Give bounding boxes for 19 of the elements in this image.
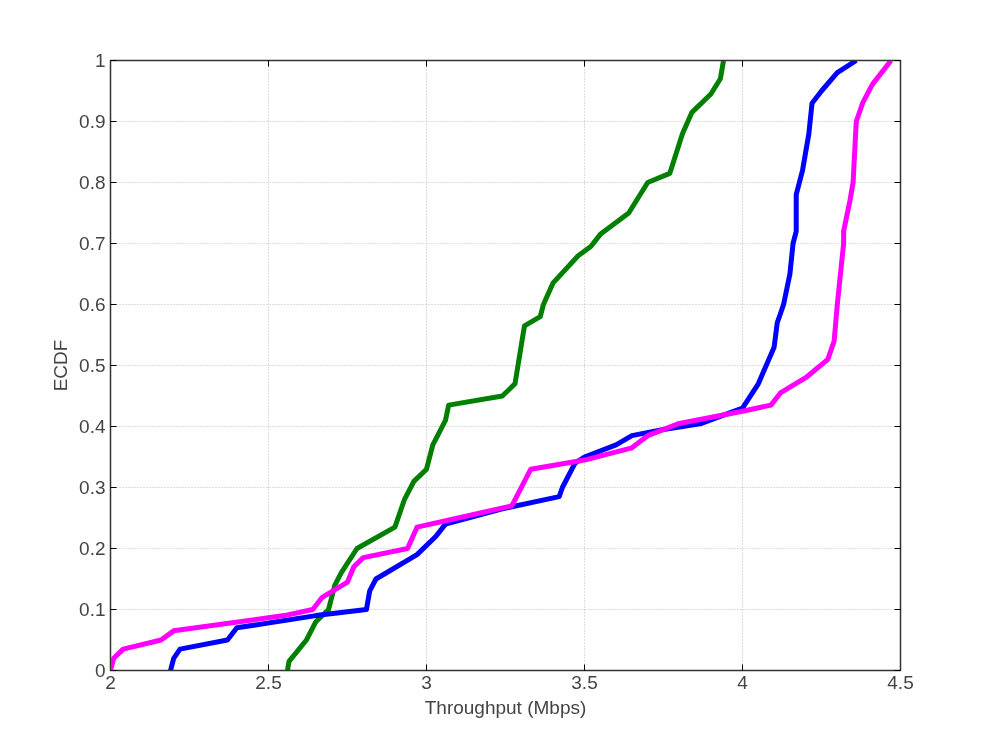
y-tick-label: 0.9 <box>79 111 106 132</box>
y-tick-label: 0.4 <box>79 416 106 437</box>
x-tick-label: 3.5 <box>571 671 598 693</box>
y-tick-label: 0.5 <box>79 355 106 376</box>
x-tick-label: 2.5 <box>255 671 282 693</box>
x-tick-label: 4.5 <box>887 671 914 693</box>
y-tick-label: 0.2 <box>79 538 106 559</box>
x-axis-title: Throughput (Mbps) <box>424 696 587 718</box>
x-tick-label: 3 <box>421 671 432 693</box>
y-tick-label: 0 <box>94 660 106 681</box>
y-tick-label: 0.7 <box>79 233 106 254</box>
x-tick-label: 2 <box>105 671 116 693</box>
x-tick-label: 4 <box>737 671 749 693</box>
y-tick-label: 0.1 <box>79 599 106 620</box>
y-tick-label: 0.6 <box>79 294 106 315</box>
y-tick-label: 1 <box>94 50 106 71</box>
y-tick-label: 0.3 <box>79 477 106 498</box>
y-axis-title: ECDF <box>50 339 72 392</box>
y-tick-label: 0.8 <box>79 172 106 193</box>
